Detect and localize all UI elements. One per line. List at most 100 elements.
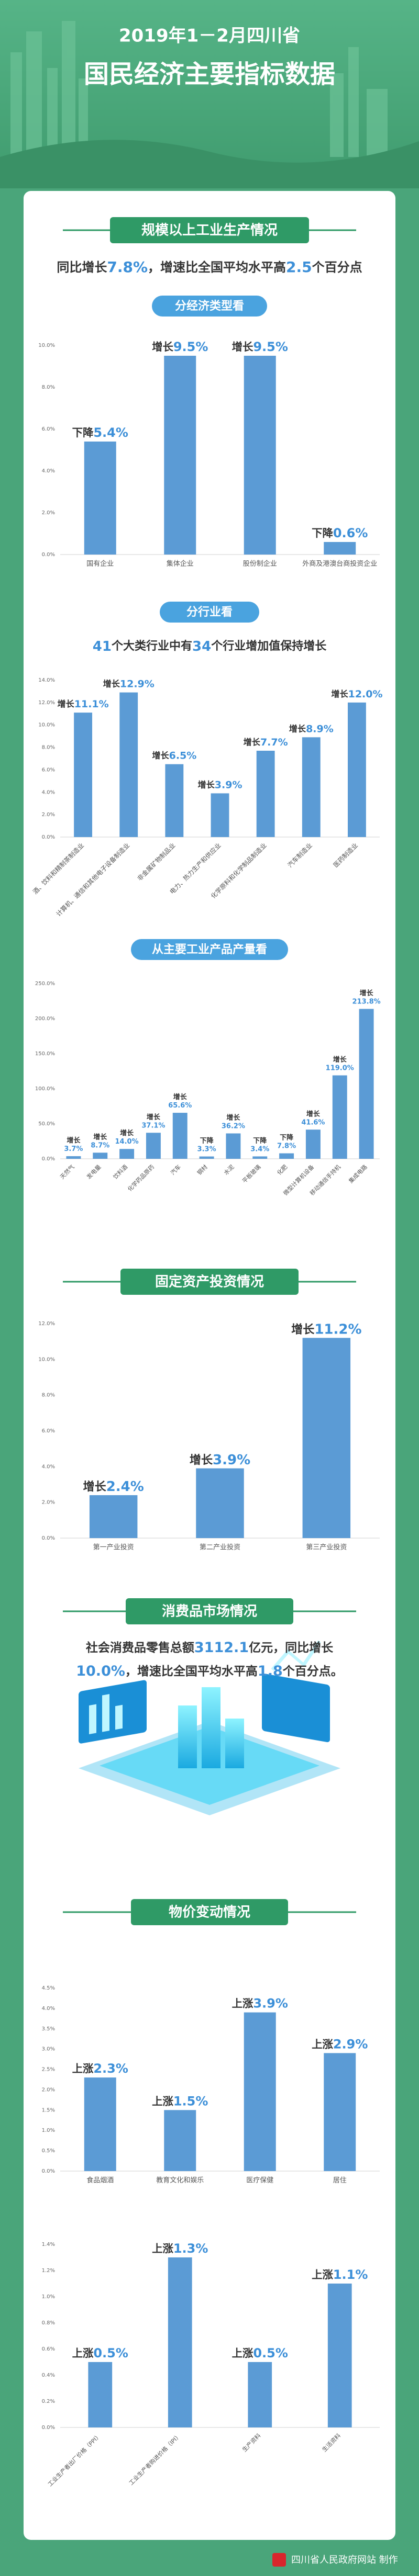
bar xyxy=(88,2362,113,2427)
summary-text: 10.0%，增速比全国平均水平高1.8个百分点。 xyxy=(76,1663,343,1679)
y-tick-label: 150.0% xyxy=(35,1051,55,1057)
y-tick-label: 10.0% xyxy=(38,722,55,728)
value-label: 增长3.9% xyxy=(190,1452,250,1467)
value-label-prefix: 增长 xyxy=(291,1323,315,1336)
bar xyxy=(279,1153,294,1159)
value-label-prefix: 增长 xyxy=(306,1110,321,1118)
value-label-prefix: 增长 xyxy=(226,1113,240,1122)
value-label: 增长 119.0% xyxy=(326,1055,354,1072)
y-tick-label: 0.8% xyxy=(42,2320,55,2326)
bar xyxy=(168,2257,192,2427)
bar xyxy=(305,1129,321,1159)
summary-part: 个大类行业中有 xyxy=(112,639,192,653)
value-label-prefix: 上涨 xyxy=(232,2347,253,2359)
y-tick-label: 200.0% xyxy=(35,1016,55,1022)
value-label-number: 3.9% xyxy=(213,1452,250,1467)
value-label-prefix: 上涨 xyxy=(232,1997,253,2010)
banner: 物价变动情况 xyxy=(63,1899,356,1925)
value-label: 增长11.1% xyxy=(57,698,108,710)
summary-part: 亿元，同比增长 xyxy=(249,1641,334,1655)
chart: 0.0%2.0%4.0%6.0%8.0%10.0%12.0%增长2.4%第一产业… xyxy=(38,1321,380,1552)
x-tick-label: 集体企业 xyxy=(167,560,194,568)
value-label-prefix: 增长 xyxy=(333,1055,347,1064)
value-label: 增长8.9% xyxy=(289,723,334,735)
bar xyxy=(332,1075,347,1159)
value-label-number: 5.4% xyxy=(93,425,128,440)
subheading-text: 从主要工业产品产量看 xyxy=(152,943,267,956)
x-tick-label: 第二产业投资 xyxy=(200,1543,240,1552)
bar xyxy=(66,1156,81,1159)
value-label-prefix: 增长 xyxy=(57,699,74,709)
highlight: 1.8 xyxy=(258,1663,283,1679)
value-label-prefix: 上涨 xyxy=(312,2038,333,2050)
y-tick-label: 2.0% xyxy=(42,812,55,818)
y-tick-label: 4.0% xyxy=(42,789,55,795)
value-label: 上涨2.9% xyxy=(312,2037,368,2051)
x-tick-label: 第三产业投资 xyxy=(306,1543,347,1552)
header-line1: 2019年1－2月四川省 xyxy=(119,26,300,47)
y-tick-label: 14.0% xyxy=(38,677,55,683)
y-tick-label: 2.0% xyxy=(42,2087,55,2093)
y-tick-label: 1.4% xyxy=(42,2242,55,2247)
subheading: 分行业看 xyxy=(160,602,259,623)
chart: 0.0%2.0%4.0%6.0%8.0%10.0%下降5.4%国有企业增长9.5… xyxy=(38,340,380,568)
bar xyxy=(164,356,196,555)
subheading-text: 分行业看 xyxy=(186,605,233,619)
bar xyxy=(74,713,92,837)
value-label-prefix: 上涨 xyxy=(72,2062,94,2075)
value-label-number: 8.7% xyxy=(91,1142,109,1149)
value-label-prefix: 增长 xyxy=(120,1129,134,1137)
value-label-prefix: 上涨 xyxy=(72,2347,94,2359)
value-label: 上涨2.3% xyxy=(72,2061,128,2076)
value-label-number: 6.5% xyxy=(169,750,197,761)
value-label-number: 0.6% xyxy=(333,526,368,540)
y-tick-label: 1.0% xyxy=(42,2294,55,2300)
bar xyxy=(172,1113,188,1159)
bar xyxy=(302,737,321,837)
value-label: 增长 14.0% xyxy=(115,1129,139,1146)
value-label-number: 1.1% xyxy=(333,2267,368,2282)
bar xyxy=(252,1156,268,1159)
bar xyxy=(84,442,116,555)
value-label: 上涨1.1% xyxy=(312,2267,368,2282)
x-tick-label: 国有企业 xyxy=(86,560,114,568)
bar xyxy=(244,356,276,555)
x-tick-label: 股份制企业 xyxy=(243,560,277,568)
value-label-number: 41.6% xyxy=(301,1118,325,1126)
value-label: 增长 8.7% xyxy=(91,1133,109,1149)
value-label-number: 7.7% xyxy=(260,737,288,748)
value-label-prefix: 上涨 xyxy=(312,2268,333,2281)
value-label-number: 9.5% xyxy=(173,340,208,354)
summary-part: 社会消费品零售总额 xyxy=(86,1641,194,1655)
value-label-number: 3.9% xyxy=(253,1996,288,2011)
value-label: 增长 37.1% xyxy=(141,1113,165,1129)
value-label: 下降 7.8% xyxy=(277,1133,296,1150)
y-tick-label: 4.0% xyxy=(42,468,55,474)
x-tick-label: 食品烟酒 xyxy=(86,2176,114,2185)
bar xyxy=(256,751,275,837)
value-label-number: 3.3% xyxy=(197,1145,216,1153)
x-tick-label: 第一产业投资 xyxy=(93,1543,134,1552)
value-label: 上涨1.5% xyxy=(152,2094,208,2108)
x-tick-label: 外商及港澳台商投资企业 xyxy=(302,560,377,568)
y-tick-label: 1.5% xyxy=(42,2107,55,2113)
value-label-number: 14.0% xyxy=(115,1138,139,1146)
bar xyxy=(248,2362,272,2427)
y-tick-label: 100.0% xyxy=(35,1086,55,1092)
value-label: 增长2.4% xyxy=(83,1479,144,1495)
value-label: 增长7.7% xyxy=(244,737,288,748)
bar xyxy=(324,2053,356,2171)
highlight: 10.0% xyxy=(76,1663,125,1679)
banner-title: 消费品市场情况 xyxy=(162,1603,257,1620)
value-label-prefix: 增长 xyxy=(147,1113,161,1121)
header-skyline xyxy=(10,21,388,157)
bar xyxy=(348,702,366,837)
value-label: 增长12.0% xyxy=(331,688,382,699)
value-label-number: 65.6% xyxy=(168,1102,192,1110)
bar xyxy=(146,1133,161,1159)
value-label: 下降5.4% xyxy=(72,425,128,440)
value-label-number: 11.1% xyxy=(74,698,109,710)
chart: 0.0% 0.5% 1.0% 1.5% 2.0% 2.5% 3.0% 3.5% 4.0% 4.5%… xyxy=(42,1985,380,2185)
bar xyxy=(89,1495,138,1538)
